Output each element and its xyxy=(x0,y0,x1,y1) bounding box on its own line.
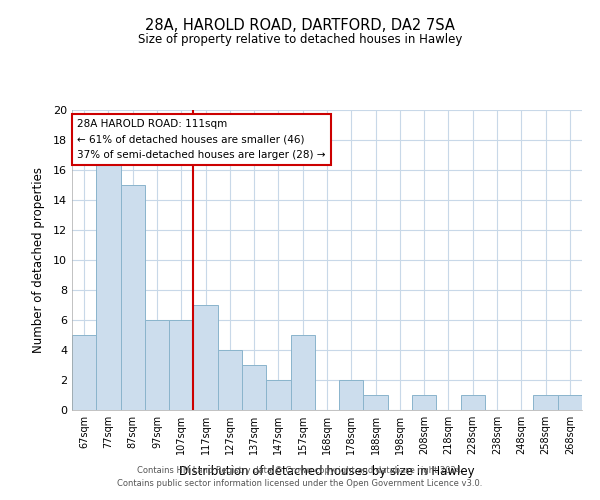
Bar xyxy=(193,305,218,410)
Bar xyxy=(290,335,315,410)
Bar xyxy=(121,185,145,410)
Text: 28A, HAROLD ROAD, DARTFORD, DA2 7SA: 28A, HAROLD ROAD, DARTFORD, DA2 7SA xyxy=(145,18,455,32)
Text: Contains HM Land Registry data © Crown copyright and database right 2024.
Contai: Contains HM Land Registry data © Crown c… xyxy=(118,466,482,487)
Bar xyxy=(169,320,193,410)
Bar xyxy=(339,380,364,410)
Bar xyxy=(266,380,290,410)
Bar xyxy=(96,155,121,410)
Bar xyxy=(533,395,558,410)
Bar xyxy=(558,395,582,410)
Bar xyxy=(412,395,436,410)
Bar xyxy=(72,335,96,410)
X-axis label: Distribution of detached houses by size in Hawley: Distribution of detached houses by size … xyxy=(179,466,475,478)
Bar xyxy=(461,395,485,410)
Bar xyxy=(145,320,169,410)
Bar xyxy=(218,350,242,410)
Y-axis label: Number of detached properties: Number of detached properties xyxy=(32,167,44,353)
Text: 28A HAROLD ROAD: 111sqm
← 61% of detached houses are smaller (46)
37% of semi-de: 28A HAROLD ROAD: 111sqm ← 61% of detache… xyxy=(77,119,326,160)
Text: Size of property relative to detached houses in Hawley: Size of property relative to detached ho… xyxy=(138,32,462,46)
Bar xyxy=(242,365,266,410)
Bar xyxy=(364,395,388,410)
